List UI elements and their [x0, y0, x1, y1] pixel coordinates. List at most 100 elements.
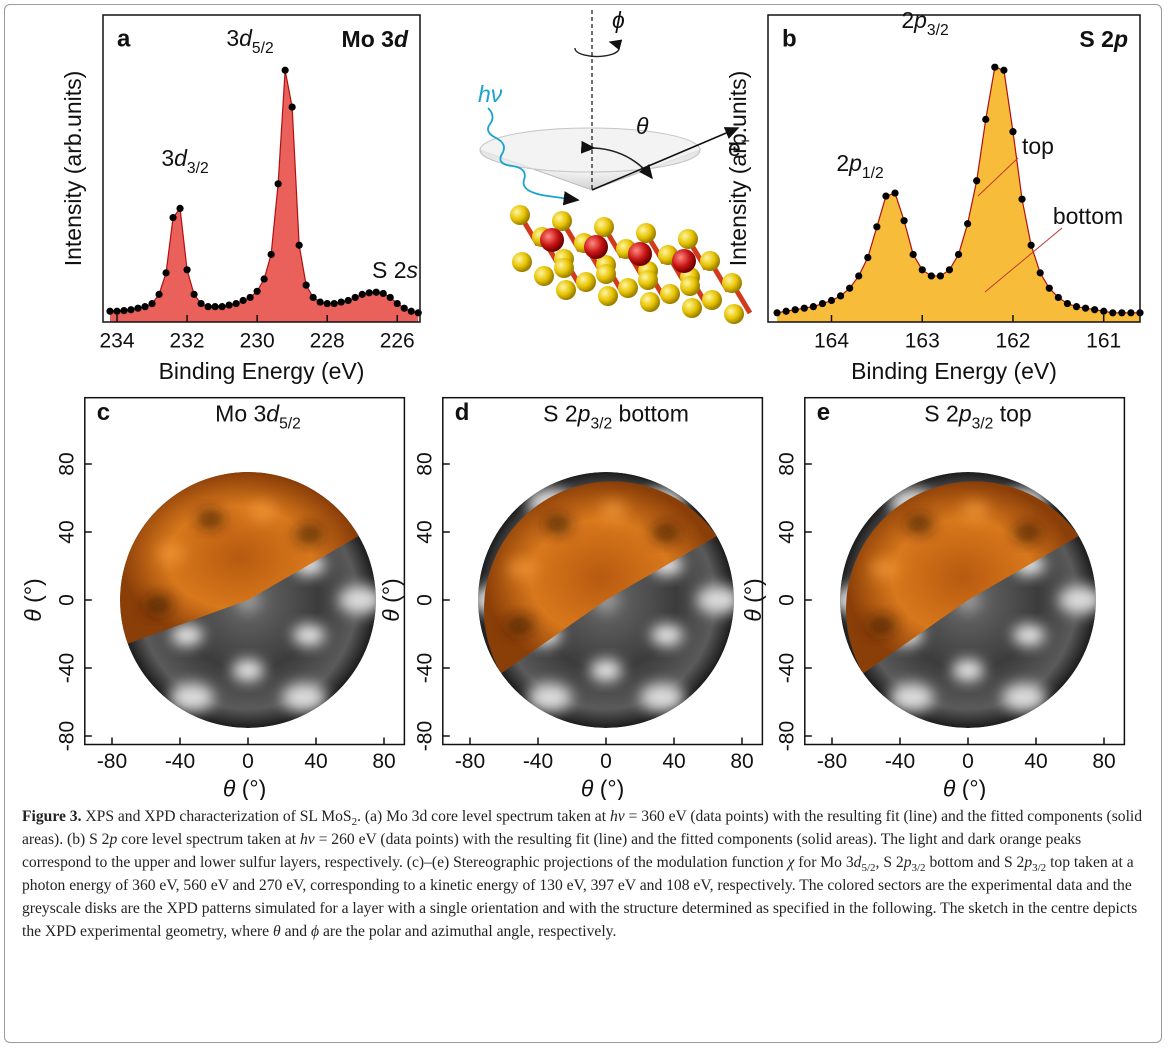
- data-point: [1000, 66, 1008, 74]
- data-point: [1091, 306, 1099, 314]
- data-point: [900, 217, 908, 225]
- sulfur-atom: [702, 290, 722, 310]
- panel-title: Mo 3d5/2: [215, 401, 301, 433]
- panel-title-part: 3/2: [972, 415, 994, 432]
- plot-frame: [102, 14, 421, 323]
- data-point: [846, 284, 854, 292]
- panel-title: S 2p3/2 bottom: [543, 401, 689, 433]
- data-point: [218, 303, 226, 311]
- pattern-spot: [650, 624, 683, 647]
- x-tick-label: 228: [310, 330, 345, 353]
- sector-spot: [543, 514, 572, 535]
- peak-label-part: s: [407, 257, 419, 283]
- data-point: [964, 220, 972, 228]
- y-tick-label: -80: [775, 721, 798, 751]
- data-point: [134, 304, 142, 312]
- data-point: [162, 269, 170, 277]
- caption-text: for Mo 3: [794, 853, 854, 871]
- peak-label-part: p: [913, 7, 927, 33]
- pattern-spot: [527, 683, 572, 712]
- data-point: [337, 298, 345, 306]
- panel-letter: e: [817, 399, 830, 426]
- y-tick-label: 0: [775, 594, 798, 606]
- experimental-sector: [120, 472, 359, 644]
- x-axis-label-part: θ: [223, 776, 236, 800]
- sulfur-atom: [554, 258, 574, 278]
- photon-label: hν: [478, 81, 503, 107]
- sulfur-atom: [512, 252, 532, 272]
- data-point: [232, 299, 240, 308]
- photon-wave: [487, 107, 580, 206]
- sector-spot: [248, 501, 277, 522]
- data-point: [1009, 128, 1017, 136]
- xpd-pattern: [840, 472, 1096, 728]
- pattern-spot: [232, 659, 264, 682]
- pattern-spot: [1012, 624, 1045, 647]
- caption-sub: 3/2: [1032, 861, 1047, 874]
- x-axis-label: θ (°): [581, 776, 624, 800]
- pattern-spot: [171, 624, 204, 647]
- data-point: [864, 253, 872, 262]
- peak-label: 3d3/2: [161, 145, 208, 177]
- y-tick-label: 40: [55, 520, 78, 543]
- x-tick-label: 40: [662, 750, 685, 773]
- data-point: [982, 115, 990, 123]
- caption-italic: hν: [609, 808, 625, 825]
- peak-label-part: 3: [226, 25, 239, 51]
- caption-italic: χ: [787, 853, 795, 871]
- x-tick-label: -80: [817, 750, 847, 773]
- x-tick-label: -40: [885, 750, 915, 773]
- panel-title-part: S 2: [543, 401, 578, 427]
- sulfur-atom: [636, 223, 656, 243]
- geometry-sketch: hν ϕ θ e−: [478, 7, 753, 324]
- data-point: [183, 266, 191, 274]
- x-axis-label-part: (°): [955, 776, 986, 800]
- data-point: [372, 288, 380, 296]
- y-tick-label: 80: [413, 452, 436, 475]
- x-tick-label: 163: [905, 330, 940, 353]
- y-axis-label-part: θ: [378, 609, 404, 622]
- y-tick-label: 0: [413, 594, 436, 606]
- data-point: [246, 293, 254, 302]
- caption-sub: 2: [351, 816, 358, 829]
- peak-label: 3d5/2: [226, 25, 273, 57]
- panel-title: S 2p3/2 top: [924, 401, 1031, 433]
- peak-label-part: 5/2: [252, 40, 274, 57]
- pattern-spot: [590, 659, 622, 682]
- sulfur-atom: [724, 304, 744, 324]
- pattern-spot: [1002, 683, 1047, 712]
- data-point: [1100, 307, 1108, 315]
- pattern-spot: [952, 659, 984, 682]
- panel-title-part: top: [993, 401, 1031, 427]
- data-point: [365, 289, 373, 297]
- data-point: [973, 177, 981, 185]
- data-point: [386, 293, 394, 302]
- sulfur-atom: [640, 292, 660, 312]
- caption-italic: p: [1024, 853, 1033, 871]
- x-tick-label: 0: [962, 750, 974, 773]
- x-tick-label: 40: [304, 750, 327, 773]
- sector-spot: [144, 594, 173, 615]
- caption-text: are the polar and azimuthal angle, respe…: [319, 922, 617, 940]
- data-point: [1045, 284, 1053, 292]
- pattern-spot: [1058, 586, 1096, 614]
- data-point: [141, 303, 149, 311]
- data-point: [379, 289, 387, 298]
- caption-text: and: [280, 922, 311, 940]
- panel-title-part: d: [266, 401, 280, 427]
- x-axis-label-part: (°): [235, 776, 266, 800]
- peak-label-part: p: [848, 150, 862, 176]
- sulfur-atom: [660, 284, 680, 304]
- y-tick-label: -40: [775, 653, 798, 683]
- peak-label: S 2s: [372, 257, 419, 283]
- data-point: [827, 296, 836, 305]
- y-tick-label: 40: [413, 520, 436, 543]
- data-point: [809, 303, 817, 311]
- data-point: [1081, 304, 1090, 312]
- pattern-spot: [640, 683, 685, 712]
- sector-spot: [868, 615, 897, 636]
- peak-label-part: bottom: [1053, 203, 1123, 229]
- caption-italic: p: [109, 830, 118, 848]
